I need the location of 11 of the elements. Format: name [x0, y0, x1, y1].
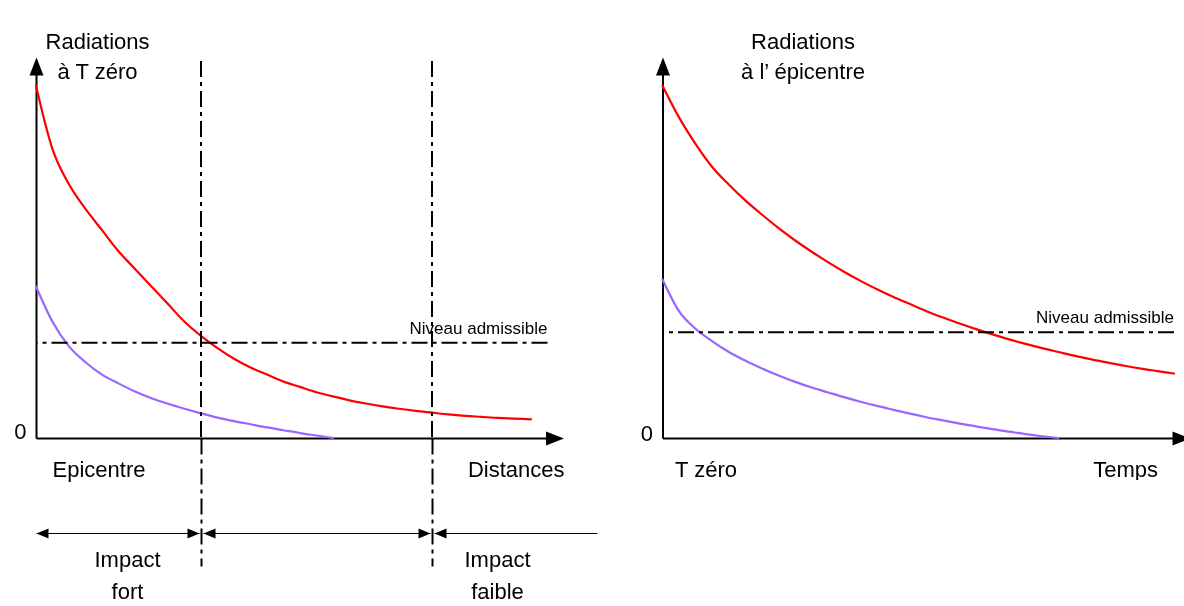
text: Impact fort — [94, 546, 161, 604]
x-axis-title: Distances — [467, 456, 565, 482]
y-axis-title: Radiations à l’ épicentre — [741, 28, 865, 84]
y-axis-title: Radiations à T zéro — [45, 28, 150, 84]
ref-line-label: Niveau admissible — [1036, 308, 1174, 328]
text: Impact faible — [464, 546, 531, 604]
ref-line-label: Niveau admissible — [409, 318, 548, 338]
text: T zéro — [675, 456, 737, 482]
text: 0 — [14, 418, 27, 444]
text: 0 — [640, 420, 653, 446]
text: Epicentre — [52, 456, 146, 482]
